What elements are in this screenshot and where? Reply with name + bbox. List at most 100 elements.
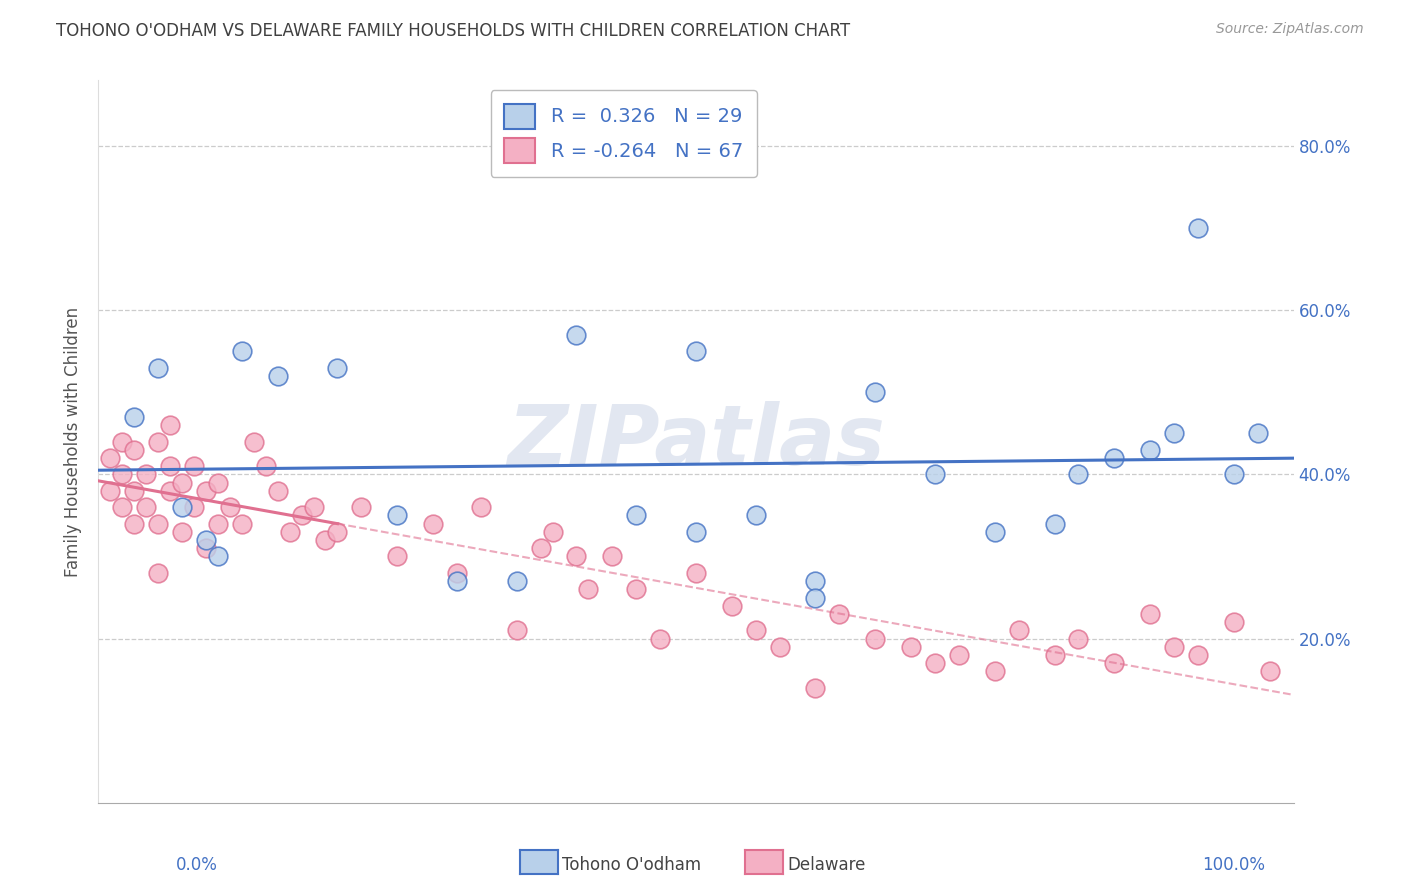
Point: [1104, 450, 1126, 465]
Point: [124, 409, 146, 424]
Point: [578, 582, 600, 597]
Point: [530, 541, 553, 556]
Point: [207, 475, 229, 490]
Point: [948, 648, 970, 662]
Point: [804, 681, 827, 695]
Point: [506, 574, 529, 588]
Point: [984, 524, 1007, 539]
Point: [326, 524, 349, 539]
Text: TOHONO O'ODHAM VS DELAWARE FAMILY HOUSEHOLDS WITH CHILDREN CORRELATION CHART: TOHONO O'ODHAM VS DELAWARE FAMILY HOUSEH…: [56, 22, 851, 40]
Text: 0.0%: 0.0%: [176, 856, 218, 874]
Point: [650, 632, 672, 646]
Point: [124, 483, 146, 498]
Point: [924, 467, 946, 482]
Point: [1258, 665, 1281, 679]
Point: [721, 599, 744, 613]
Point: [172, 475, 194, 490]
Point: [1187, 221, 1209, 235]
Point: [1067, 632, 1090, 646]
Point: [98, 483, 122, 498]
Point: [828, 607, 851, 621]
Point: [626, 582, 648, 597]
Point: [207, 516, 229, 531]
Point: [745, 508, 768, 523]
Text: ZIPatlas: ZIPatlas: [508, 401, 884, 482]
Point: [195, 533, 218, 547]
Point: [1043, 648, 1066, 662]
Point: [385, 549, 409, 564]
Point: [219, 500, 242, 515]
Point: [291, 508, 314, 523]
Point: [1043, 516, 1066, 531]
Point: [148, 360, 170, 375]
Point: [148, 516, 170, 531]
Point: [207, 549, 229, 564]
Point: [195, 483, 218, 498]
Point: [1163, 426, 1185, 441]
Point: [111, 500, 134, 515]
Point: [267, 368, 290, 383]
Legend: R =  0.326   N = 29, R = -0.264   N = 67: R = 0.326 N = 29, R = -0.264 N = 67: [491, 90, 756, 177]
Point: [267, 483, 290, 498]
Y-axis label: Family Households with Children: Family Households with Children: [63, 307, 82, 576]
Point: [1223, 615, 1246, 630]
Text: Delaware: Delaware: [787, 856, 866, 874]
Point: [865, 385, 887, 400]
Point: [183, 459, 205, 474]
Point: [159, 459, 181, 474]
Point: [565, 327, 588, 342]
Point: [278, 524, 301, 539]
Point: [148, 434, 170, 449]
Point: [148, 566, 170, 580]
Text: Source: ZipAtlas.com: Source: ZipAtlas.com: [1216, 22, 1364, 37]
Point: [565, 549, 588, 564]
Point: [124, 516, 146, 531]
Point: [1139, 607, 1161, 621]
Point: [745, 624, 768, 638]
Point: [135, 467, 157, 482]
Point: [900, 640, 922, 654]
Point: [1008, 624, 1031, 638]
Point: [470, 500, 492, 515]
Point: [231, 516, 253, 531]
Point: [159, 483, 181, 498]
Point: [626, 508, 648, 523]
Point: [446, 566, 468, 580]
Point: [865, 632, 887, 646]
Point: [172, 500, 194, 515]
Point: [769, 640, 792, 654]
Point: [183, 500, 205, 515]
Point: [385, 508, 409, 523]
Point: [1223, 467, 1246, 482]
Point: [98, 450, 122, 465]
Point: [111, 467, 134, 482]
Point: [1187, 648, 1209, 662]
Point: [243, 434, 266, 449]
Point: [541, 524, 564, 539]
Point: [924, 657, 946, 671]
Text: 100.0%: 100.0%: [1202, 856, 1265, 874]
Point: [602, 549, 624, 564]
Point: [195, 541, 218, 556]
Point: [685, 524, 707, 539]
Point: [302, 500, 325, 515]
Point: [1247, 426, 1270, 441]
Point: [326, 360, 349, 375]
Point: [685, 566, 707, 580]
Point: [124, 442, 146, 457]
Point: [350, 500, 373, 515]
Point: [254, 459, 277, 474]
Point: [1067, 467, 1090, 482]
Point: [231, 344, 253, 359]
Point: [1139, 442, 1161, 457]
Point: [1104, 657, 1126, 671]
Point: [422, 516, 444, 531]
Point: [446, 574, 468, 588]
Point: [804, 574, 827, 588]
Point: [506, 624, 529, 638]
Point: [984, 665, 1007, 679]
Point: [804, 591, 827, 605]
Text: Tohono O'odham: Tohono O'odham: [562, 856, 702, 874]
Point: [135, 500, 157, 515]
Point: [111, 434, 134, 449]
